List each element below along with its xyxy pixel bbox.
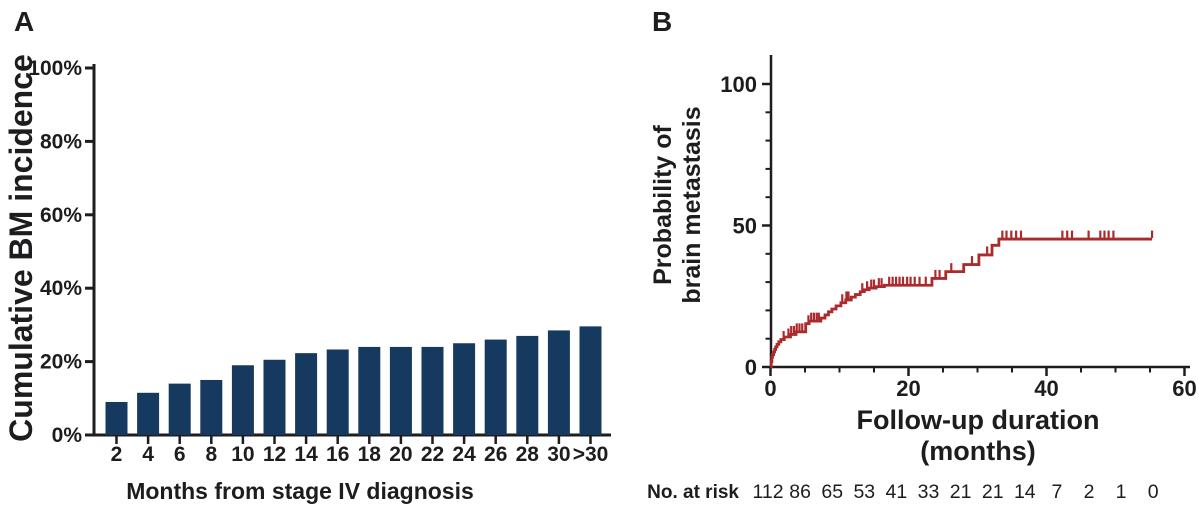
x-tick-label: >30: [573, 443, 609, 466]
x-tick-label: 60: [1172, 376, 1196, 401]
x-tick-label: 28: [516, 443, 540, 466]
bar-month-2: [105, 401, 128, 435]
panel-a-label: A: [14, 6, 35, 37]
y-tick-label: 80%: [40, 130, 82, 153]
x-tick-label: 0: [764, 376, 776, 401]
x-tick-label: 16: [326, 443, 349, 466]
no-at-risk-value: 21: [950, 481, 972, 503]
x-tick-label: 30: [547, 443, 570, 466]
x-tick-label: 10: [231, 443, 254, 466]
no-at-risk-value: 33: [918, 481, 940, 503]
no-at-risk-value: 2: [1084, 481, 1095, 503]
y-tick-label: 40%: [40, 277, 82, 300]
no-at-risk-value: 0: [1148, 481, 1159, 503]
y-tick-label: 50: [733, 214, 757, 239]
no-at-risk-value: 7: [1051, 481, 1062, 503]
x-axis-title-line2: (months): [920, 436, 1035, 466]
bar-month-14: [295, 353, 318, 435]
y-axis-title: Cumulative BM incidence: [3, 54, 39, 442]
bar-month->30: [579, 326, 602, 435]
km-step-curve: [769, 237, 1153, 369]
x-tick-label: 18: [358, 443, 382, 466]
bar-month-20: [389, 346, 412, 435]
bar-month-10: [231, 365, 254, 435]
y-tick-label: 0%: [52, 424, 83, 447]
no-at-risk-value: 86: [789, 481, 811, 503]
x-tick-label: 20: [896, 376, 920, 401]
x-tick-label: 6: [174, 443, 186, 466]
panel-b-label: B: [652, 6, 673, 37]
bar-chart-cumulative-bm-incidence: 0%20%40%60%80%100%2 4 6 8 10 12 14 16 18 20 22 24 26…: [3, 54, 611, 504]
bar-month-12: [263, 359, 286, 435]
bar-month-6: [168, 383, 191, 435]
bar-month-30: [547, 330, 570, 435]
no-at-risk-value: 65: [821, 481, 843, 503]
no-at-risk-value: 21: [982, 481, 1004, 503]
bar-month-24: [453, 343, 476, 435]
bar-month-8: [200, 379, 223, 435]
no-at-risk-value: 53: [853, 481, 875, 503]
bar-month-4: [137, 392, 160, 435]
no-at-risk-value: 1: [1116, 481, 1127, 503]
x-tick-label: 2: [111, 443, 123, 466]
x-tick-label: 26: [484, 443, 507, 466]
x-tick-label: 24: [452, 443, 476, 466]
y-axis-title-line2: brain metastasis: [678, 106, 706, 303]
y-tick-label: 60%: [40, 204, 82, 227]
x-tick-label: 8: [205, 443, 217, 466]
no-at-risk-value: 112: [752, 481, 783, 503]
y-tick-label: 100%: [28, 57, 82, 80]
x-tick-label: 12: [263, 443, 286, 466]
y-tick-label: 20%: [40, 351, 82, 374]
bar-month-22: [421, 346, 444, 435]
x-tick-label: 22: [421, 443, 444, 466]
y-axis-title-line1: Probability of: [649, 124, 677, 284]
no-at-risk-label: No. at risk: [647, 482, 739, 503]
x-axis-title: Months from stage IV diagnosis: [126, 478, 474, 504]
x-axis-title-line1: Follow-up duration: [857, 405, 1100, 435]
bar-month-28: [516, 335, 539, 435]
y-tick-label: 100: [720, 72, 757, 97]
x-tick-label: 4: [142, 443, 154, 466]
bar-month-18: [358, 346, 381, 435]
x-tick-label: 20: [389, 443, 412, 466]
no-at-risk-value: 41: [886, 481, 908, 503]
bar-month-16: [326, 349, 349, 435]
x-tick-label: 14: [294, 443, 318, 466]
x-tick-label: 40: [1034, 376, 1058, 401]
y-tick-label: 0: [745, 355, 757, 380]
bar-month-26: [484, 339, 507, 435]
no-at-risk-value: 14: [1014, 481, 1036, 503]
